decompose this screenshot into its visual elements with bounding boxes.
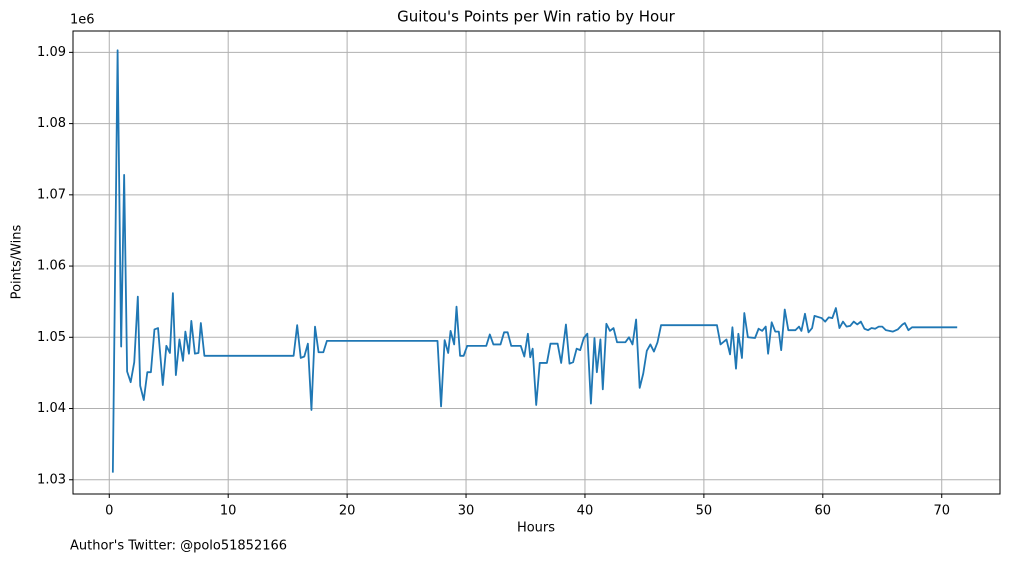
y-tick-label: 1.04 (37, 401, 66, 416)
x-axis-label: Hours (517, 521, 555, 536)
y-axis-label: Points/Wins (10, 224, 25, 299)
plot-frame (72, 30, 1001, 495)
chart-title: Guitou's Points per Win ratio by Hour (397, 8, 676, 26)
caption: Author's Twitter: @polo51852166 (70, 539, 287, 554)
y-tick-label: 1.03 (37, 472, 66, 487)
x-tick-label: 40 (577, 504, 594, 519)
x-tick-label: 10 (220, 504, 237, 519)
x-tick-label: 20 (339, 504, 356, 519)
x-tick-label: 70 (933, 504, 950, 519)
x-tick-label: 0 (105, 504, 113, 519)
x-tick-label: 50 (696, 504, 713, 519)
y-tick-label: 1.05 (37, 330, 66, 345)
y-offset-label: 1e6 (70, 13, 95, 28)
y-tick-label: 1.06 (37, 259, 66, 274)
y-tick-label: 1.07 (37, 187, 66, 202)
data-line (111, 49, 958, 473)
y-tick-label: 1.09 (37, 45, 66, 60)
x-tick-label: 30 (458, 504, 475, 519)
x-tick-label: 60 (815, 504, 832, 519)
y-tick-label: 1.08 (37, 116, 66, 131)
